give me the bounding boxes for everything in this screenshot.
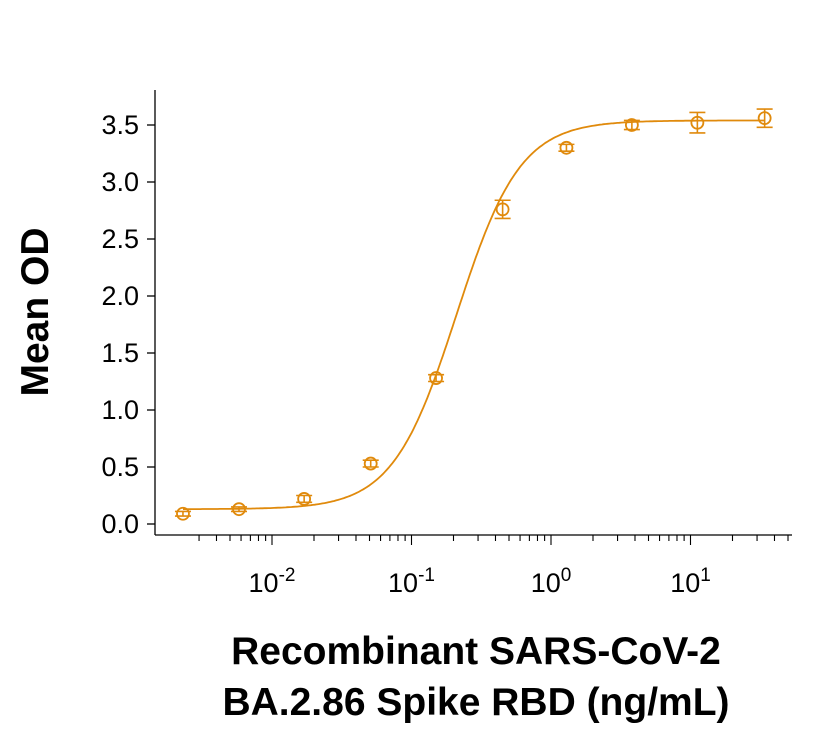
- point-marker: [363, 456, 378, 471]
- data-point: [362, 456, 379, 471]
- point-marker: [495, 202, 510, 217]
- x-tick-label: 100: [531, 565, 572, 598]
- data-point: [428, 371, 445, 385]
- data-marks: [174, 108, 773, 521]
- point-marker: [297, 492, 312, 506]
- point-marker: [757, 111, 772, 126]
- y-tick-label: 1.5: [101, 338, 139, 368]
- x-tick-label: 10-1: [388, 565, 435, 598]
- point-marker: [559, 140, 574, 155]
- y-axis-title: Mean OD: [14, 227, 57, 396]
- data-point: [689, 111, 706, 134]
- data-point: [558, 140, 575, 155]
- point-marker: [176, 506, 190, 521]
- y-tick-label: 3.5: [101, 110, 139, 140]
- data-point: [494, 199, 511, 220]
- data-point: [756, 108, 773, 129]
- data-point: [623, 118, 640, 132]
- data-point: [296, 492, 313, 506]
- y-tick-label: 0.5: [101, 452, 139, 482]
- fit-curve: [183, 119, 765, 510]
- point-marker: [624, 118, 639, 132]
- x-axis-title-line1: Recombinant SARS-CoV-2: [231, 630, 721, 673]
- point-marker: [232, 502, 246, 517]
- y-tick-label: 2.0: [101, 281, 139, 311]
- data-point: [174, 506, 191, 521]
- data-point: [230, 502, 247, 517]
- y-tick-label: 0.0: [101, 509, 139, 539]
- x-tick-label: 101: [670, 565, 711, 598]
- x-axis-title-line2: BA.2.86 Spike RBD (ng/mL): [222, 681, 729, 724]
- y-tick-label: 1.0: [101, 395, 139, 425]
- y-tick-label: 2.5: [101, 224, 139, 254]
- point-marker: [429, 371, 443, 385]
- x-tick-label: 10-2: [249, 565, 296, 598]
- axes: 0.0 0.5 1.0 1.5 2.0 2.5 3.0 3.5 10-2 10-1 100 101: [101, 90, 792, 598]
- point-marker: [690, 115, 705, 130]
- y-tick-label: 3.0: [101, 167, 139, 197]
